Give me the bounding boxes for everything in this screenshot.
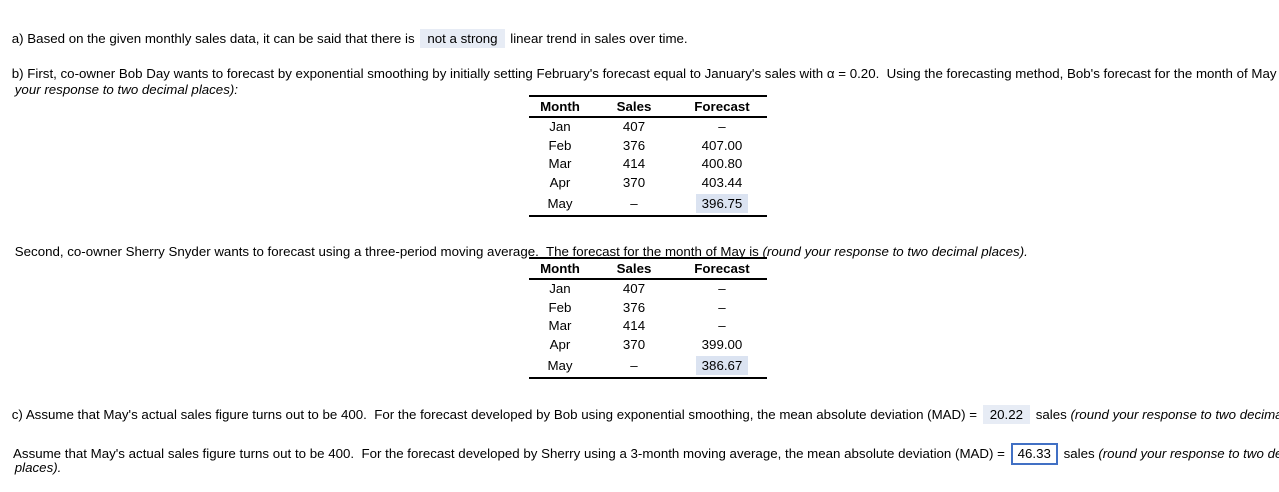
cell-month: Mar [548,318,572,334]
table-row: Feb 376 – [529,299,767,318]
col-header-month: Month [540,260,580,276]
table-row: Mar 414 – [529,317,767,336]
paragraph-moving-avg-italic: (round your response to two decimal plac… [762,244,1028,259]
col-header-month: Month [540,98,580,114]
cell-forecast: 403.44 [701,174,743,190]
paragraph-moving-avg: Second, co-owner Sherry Snyder wants to … [0,228,1028,276]
mad-sherry-italic: (round your response to two decimal [1098,446,1279,461]
table-row: May – 396.75 [529,192,767,215]
paragraph-a-text-post: linear trend in sales over time. [506,31,688,46]
cell-month: Mar [548,156,572,172]
cell-sales: 407 [622,281,646,297]
moving-average-table: Month Sales Forecast Jan 407 – Feb 376 –… [529,257,767,379]
paragraph-a: a) Based on the given monthly sales data… [0,15,688,63]
mad-bob-text: c) Assume that May's actual sales figure… [11,407,981,422]
cell-month: May [547,195,573,211]
mad-sherry-italic-cont: places). [14,460,62,475]
col-header-forecast: Forecast [694,260,750,276]
col-header-sales: Sales [616,98,652,114]
cell-sales: 376 [622,299,646,315]
mad-sherry-text: Assume that May's actual sales figure tu… [13,446,1009,461]
trend-answer-dropdown[interactable]: not a strong [420,29,505,48]
paragraph-moving-avg-text: Second, co-owner Sherry Snyder wants to … [14,244,763,259]
table-row: Apr 370 403.44 [529,174,767,193]
paragraph-a-text: a) Based on the given monthly sales data… [11,31,419,46]
cell-forecast: 407.00 [701,137,743,153]
cell-month: Feb [548,299,572,315]
may-forecast-answer-field[interactable]: 396.75 [695,193,749,213]
paragraph-b-line1: b) First, co-owner Bob Day wants to fore… [0,50,1279,98]
cell-month: Apr [549,336,571,352]
paragraph-b-line2: your response to two decimal places): [0,66,238,114]
cell-forecast: 386.67 [677,355,767,375]
paragraph-mad-bob: c) Assume that May's actual sales figure… [0,391,1279,439]
cell-month: Jan [549,281,571,297]
cell-sales: 370 [622,174,646,190]
cell-sales: 407 [622,119,646,135]
cell-forecast: – [718,119,726,135]
cell-forecast: – [718,299,726,315]
cell-month: Feb [548,137,572,153]
may-forecast-answer-field[interactable]: 386.67 [695,355,749,375]
table-header-row: Month Sales Forecast [529,97,767,118]
paragraph-mad-sherry-line2: places). [0,444,62,492]
paragraph-b-italic-cont: your response to two decimal places): [14,82,238,97]
cell-sales: 414 [622,156,646,172]
table-row: Jan 407 – [529,280,767,299]
table-row: Feb 376 407.00 [529,137,767,156]
table-row: Jan 407 – [529,118,767,137]
cell-month: May [547,357,573,373]
cell-sales: 370 [622,336,646,352]
cell-month: Apr [549,174,571,190]
cell-forecast: – [718,318,726,334]
table-row: May – 386.67 [529,354,767,377]
cell-month: Jan [549,119,571,135]
mad-sherry-answer-input[interactable]: 46.33 [1010,443,1058,465]
table-row: Mar 414 400.80 [529,155,767,174]
mad-sherry-units: sales [1059,446,1099,461]
cell-sales: – [630,195,638,211]
col-header-sales: Sales [616,260,652,276]
cell-sales: – [630,357,638,373]
table-row: Apr 370 399.00 [529,336,767,355]
mad-bob-answer-field[interactable]: 20.22 [982,405,1031,424]
paragraph-b-text: b) First, co-owner Bob Day wants to fore… [11,66,1279,81]
table-header-row: Month Sales Forecast [529,259,767,280]
cell-sales: 376 [622,137,646,153]
cell-sales: 414 [622,318,646,334]
col-header-forecast: Forecast [694,98,750,114]
cell-forecast: – [718,281,726,297]
paragraph-mad-sherry-line1: Assume that May's actual sales figure tu… [0,427,1279,481]
cell-forecast: 399.00 [701,336,743,352]
mad-bob-italic: (round your response to two decimal plac… [1070,407,1279,422]
exp-smoothing-table: Month Sales Forecast Jan 407 – Feb 376 4… [529,95,767,217]
cell-forecast: 396.75 [677,193,767,213]
cell-forecast: 400.80 [701,156,743,172]
mad-bob-units: sales [1032,407,1071,422]
